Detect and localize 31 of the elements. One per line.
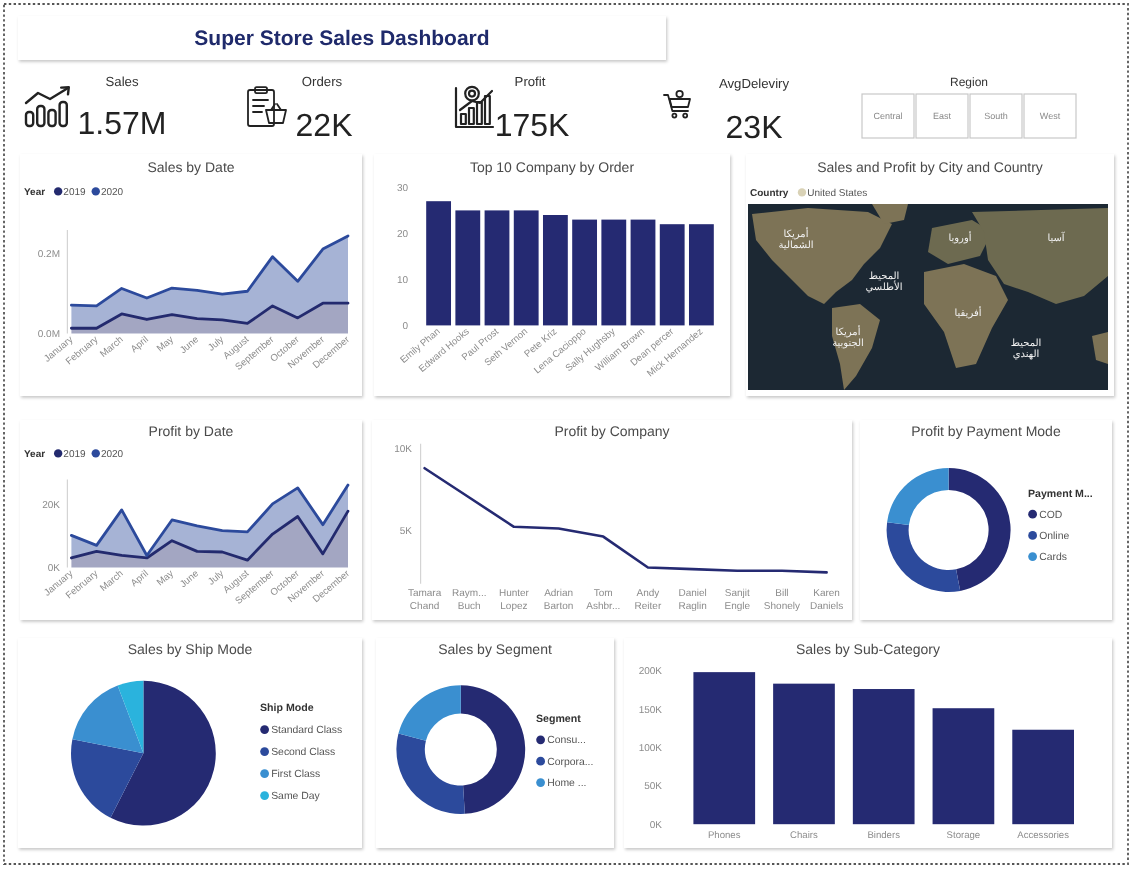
bar bbox=[630, 219, 656, 326]
bar bbox=[426, 201, 452, 326]
pie-slice bbox=[110, 680, 216, 826]
bar bbox=[693, 672, 756, 825]
bar bbox=[601, 219, 627, 326]
text: 23K bbox=[725, 112, 784, 146]
text: 1.57M bbox=[77, 108, 167, 142]
bar bbox=[773, 683, 835, 825]
donut-slice bbox=[948, 468, 1011, 591]
bar bbox=[513, 210, 539, 326]
donut-slice bbox=[886, 522, 961, 592]
bar bbox=[455, 210, 481, 326]
pie-slice bbox=[117, 680, 144, 754]
bar bbox=[572, 219, 598, 326]
bar bbox=[1012, 729, 1074, 825]
donut-slice bbox=[460, 685, 526, 814]
bar bbox=[852, 689, 915, 825]
text: 22K bbox=[295, 110, 354, 144]
bar bbox=[932, 708, 995, 825]
donut-slice bbox=[398, 685, 461, 741]
bar bbox=[484, 210, 510, 326]
bar bbox=[659, 224, 685, 326]
pie-slice bbox=[72, 685, 144, 754]
line-series bbox=[423, 466, 828, 574]
text: 175K bbox=[494, 110, 571, 144]
donut-slice bbox=[396, 733, 465, 814]
text: Super Store Sales Dashboard bbox=[194, 27, 490, 52]
bar bbox=[542, 215, 568, 326]
bar bbox=[688, 224, 714, 326]
pie-slice bbox=[71, 739, 144, 818]
donut-slice bbox=[887, 468, 949, 525]
